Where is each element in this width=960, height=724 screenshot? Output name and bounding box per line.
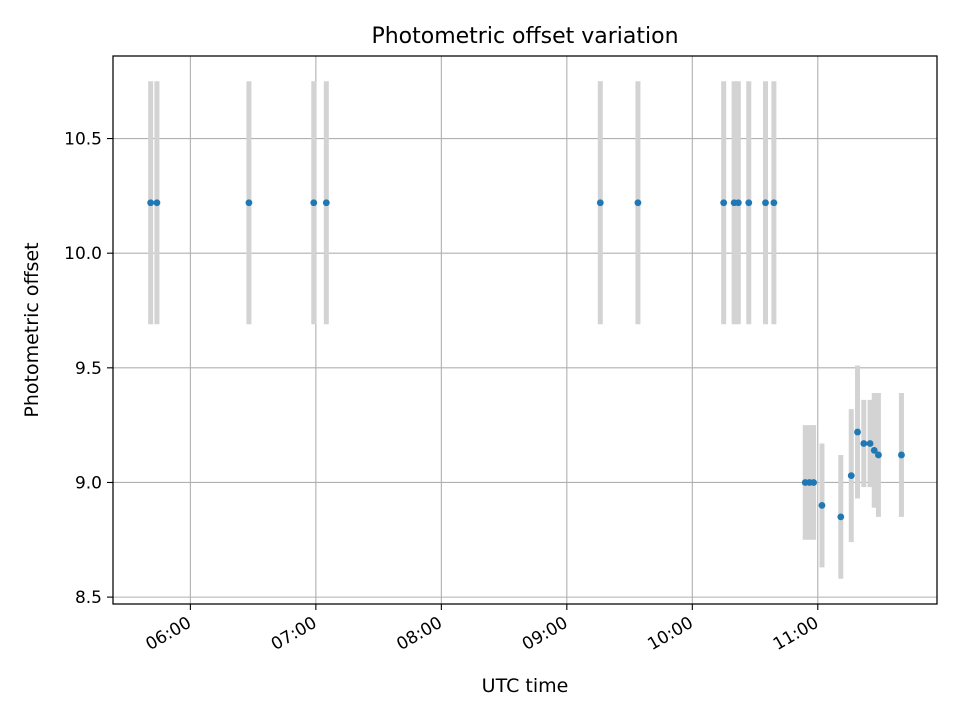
data-point [818,502,826,509]
data-point [762,199,769,207]
data-point [854,428,861,436]
data-point [634,199,642,207]
y-tick-label: 8.5 [75,588,102,608]
plot-frame [112,55,938,605]
data-point [745,199,753,207]
data-point [153,199,161,207]
data-point [720,199,728,207]
data-point [322,199,330,207]
data-point [866,440,874,447]
data-point [870,446,878,454]
grid-layer [113,56,937,604]
data-point [310,199,318,207]
data-point [596,199,604,207]
y-tick-label: 10.0 [64,244,102,264]
x-axis-label: UTC time [482,675,569,697]
y-tick-label: 9.0 [75,473,102,493]
y-axis-label: Photometric offset [21,242,43,417]
data-point [245,199,253,207]
data-point [875,451,882,459]
data-point [898,451,905,459]
y-tick-label: 10.5 [64,130,102,150]
point-layer [147,199,905,521]
data-point [147,199,155,207]
data-point [770,199,778,207]
data-point [837,513,845,521]
data-point [810,479,818,486]
data-point [847,472,855,479]
data-point [734,199,742,207]
data-point [860,440,868,447]
y-tick-label: 9.5 [75,359,102,379]
chart-title: Photometric offset variation [371,24,678,49]
